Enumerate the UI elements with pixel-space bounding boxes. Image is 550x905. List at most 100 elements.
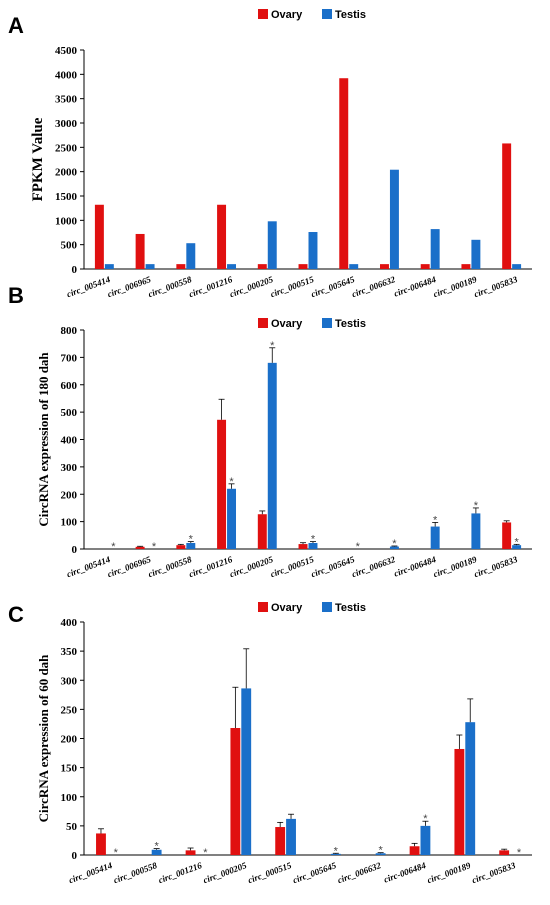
- panel-c-y-tick-label: 100: [61, 792, 78, 804]
- panel-b-significance-star: *: [433, 514, 438, 526]
- panel-b-significance-star: *: [514, 536, 519, 548]
- panel-a-y-tick-label: 500: [61, 240, 78, 252]
- panel-c-significance-star: *: [154, 841, 159, 853]
- panel-b-bar-ovary: [135, 546, 145, 549]
- panel-a-bar-testis: [267, 221, 277, 269]
- panel-c-legend-swatch-testis: [322, 602, 332, 612]
- panel-b-y-tick-label: 800: [61, 325, 78, 337]
- panel-b-y-tick-label: 700: [61, 352, 78, 364]
- panel-b-category-label: circ_000205: [228, 554, 275, 579]
- panel-c-category-label: circ_005833: [471, 860, 518, 885]
- panel-a-y-tick-label: 3000: [55, 118, 78, 130]
- panel-c-significance-star: *: [334, 845, 339, 857]
- panel-c-category-label: circ_005414: [67, 860, 114, 885]
- panel-c-bar-testis: [465, 722, 476, 855]
- panel-a-y-tick-label: 4500: [55, 45, 78, 57]
- panel-a-y-tick-label: 1000: [55, 215, 78, 227]
- panel-a-bar-ovary: [94, 204, 104, 269]
- panel-c-legend-swatch-ovary: [258, 602, 268, 612]
- panel-a: A 0 500 1000 1500 2000 2500 3000 3500 4000 4500 FP…: [8, 9, 532, 299]
- panel-c-significance-star: *: [114, 847, 119, 859]
- panel-a-bar-ovary: [298, 264, 308, 269]
- panel-b-category-label: circ-006484: [393, 554, 438, 579]
- panel-a-bar-testis: [512, 264, 522, 269]
- panel-c-bar-ovary: [499, 850, 510, 855]
- panel-a-category-label: circ_001216: [188, 274, 235, 299]
- panel-b-category-label: circ_006965: [106, 554, 153, 579]
- panel-b-bar-testis: [186, 542, 196, 549]
- panel-a-category-label: circ_000205: [228, 274, 275, 299]
- panel-c-letter: C: [8, 602, 24, 627]
- panel-a-bar-testis: [104, 264, 114, 269]
- panel-a-bar-testis: [227, 264, 237, 269]
- panel-b-significance-star: *: [229, 476, 234, 488]
- panel-a-bar-ovary: [257, 264, 267, 269]
- panel-b-y-tick-label: 0: [72, 544, 78, 556]
- panel-a-chart: 0 500 1000 1500 2000 2500 3000 3500 4000 4500 FPKM…: [30, 9, 532, 299]
- panel-c-legend-label-testis: Testis: [335, 602, 366, 614]
- panel-b-y-tick-label: 400: [61, 435, 78, 447]
- panel-a-category-label: circ_005645: [310, 274, 357, 299]
- panel-a-bar-ovary: [135, 233, 145, 269]
- panel-a-bar-ovary: [420, 264, 430, 269]
- panel-b-bar-testis: [227, 488, 237, 549]
- panel-a-category-label: circ_005414: [65, 274, 112, 299]
- panel-a-category-label: circ_006632: [350, 274, 397, 299]
- panel-b-y-tick-label: 600: [61, 380, 78, 392]
- panel-b: B 0 100 200 300 400 500 600 700 800 CircRNA expre…: [8, 283, 532, 579]
- panel-a-bar-testis: [186, 243, 196, 269]
- panel-b-category-label: circ_005645: [310, 554, 357, 579]
- panel-c-y-tick-label: 0: [72, 850, 78, 862]
- panel-b-significance-star: *: [311, 534, 316, 546]
- panel-a-bar-testis: [308, 232, 318, 269]
- panel-b-category-label: circ_000558: [147, 554, 194, 579]
- panel-b-bar-ovary: [502, 522, 512, 549]
- panel-a-bar-ovary: [461, 264, 471, 269]
- panel-a-bar-testis: [389, 169, 399, 269]
- panel-b-legend-swatch-testis: [322, 318, 332, 328]
- panel-c-bar-ovary: [96, 833, 106, 855]
- panel-b-significance-star: *: [189, 534, 194, 546]
- panel-a-bar-ovary: [217, 204, 227, 269]
- panel-c-bar-ovary: [185, 850, 196, 855]
- panel-a-category-label: circ_000189: [432, 274, 479, 299]
- panel-b-significance-star: *: [474, 500, 479, 512]
- panel-a-y-tick-label: 3500: [55, 94, 78, 106]
- panel-c-significance-star: *: [423, 813, 428, 825]
- panel-b-bar-testis: [389, 546, 399, 549]
- panel-c-significance-star: *: [517, 847, 522, 859]
- panel-c-chart: 0 50 100 150 200 250 300 350 400 CircRNA expressi…: [36, 602, 532, 885]
- panel-b-significance-star: *: [111, 541, 116, 553]
- panel-c-y-tick-label: 200: [61, 734, 78, 746]
- panel-b-bar-ovary: [298, 544, 308, 549]
- panel-b-legend-label-testis: Testis: [335, 318, 366, 330]
- panel-c-category-label: circ_000205: [202, 860, 249, 885]
- panel-b-y-tick-label: 300: [61, 462, 78, 474]
- panel-c-bar-testis: [241, 688, 252, 855]
- panel-b-y-tick-label: 200: [61, 489, 78, 501]
- panel-c-significance-star: *: [378, 845, 383, 857]
- panel-a-category-label: circ_006965: [106, 274, 153, 299]
- panel-b-bar-testis: [430, 526, 440, 549]
- panel-b-significance-star: *: [270, 340, 275, 352]
- panel-a-legend-label-testis: Testis: [335, 9, 366, 21]
- panel-c-y-axis-label: CircRNA expression of 60 dah: [36, 654, 51, 823]
- panel-a-category-label: circ-006484: [393, 274, 438, 299]
- panel-b-bar-testis: [267, 362, 277, 549]
- panel-c-bar-ovary: [409, 846, 420, 855]
- panel-c-y-tick-label: 250: [61, 704, 78, 716]
- panel-a-bar-ovary: [339, 78, 349, 269]
- panel-c-legend-label-ovary: Ovary: [271, 602, 303, 614]
- panel-c-bar-testis: [151, 849, 162, 855]
- panel-c-bar-ovary: [275, 827, 286, 855]
- panel-c-category-label: circ_005645: [291, 860, 338, 885]
- panel-c-y-tick-label: 50: [66, 821, 78, 833]
- panel-b-category-label: circ_001216: [188, 554, 235, 579]
- panel-b-category-label: circ_005833: [473, 554, 520, 579]
- panel-a-legend-swatch-testis: [322, 9, 332, 19]
- panel-a-bar-testis: [145, 264, 155, 269]
- panel-c-category-label: circ_000558: [112, 860, 159, 885]
- panel-b-bar-ovary: [217, 419, 227, 549]
- panel-c-significance-star: *: [203, 847, 208, 859]
- panel-b-bar-ovary: [257, 514, 267, 549]
